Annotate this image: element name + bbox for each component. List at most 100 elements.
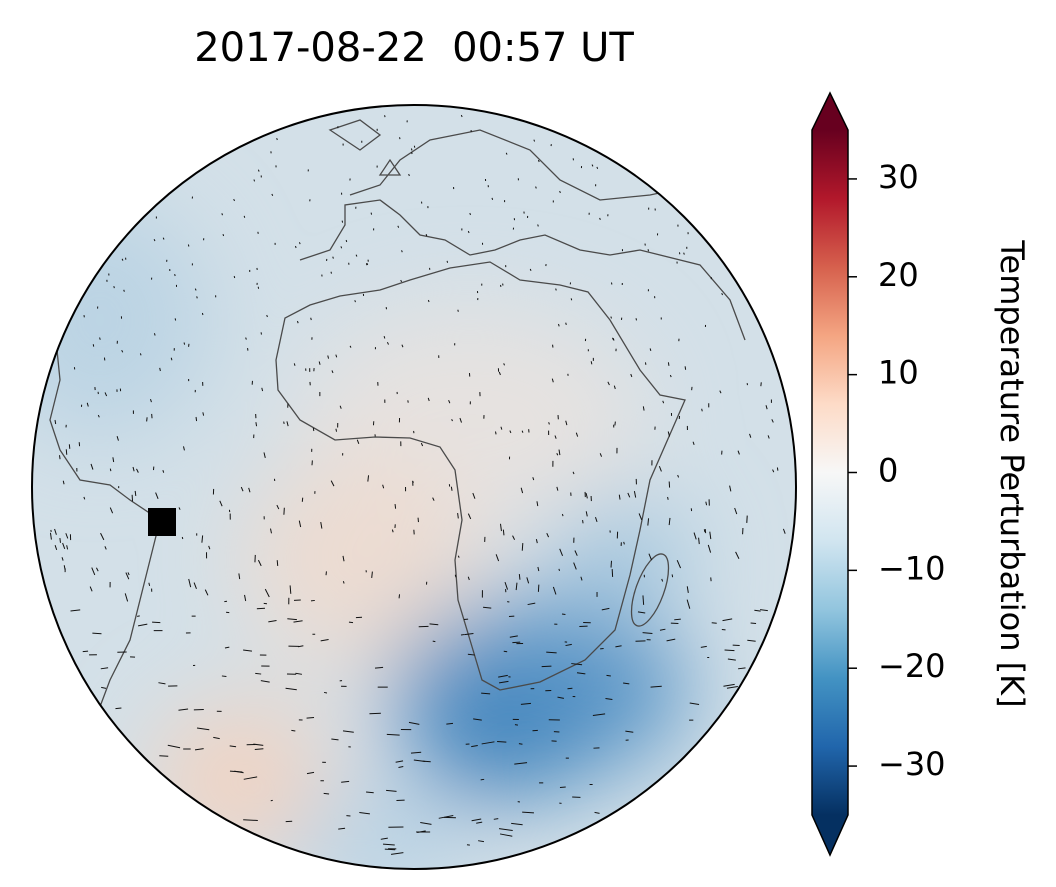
- wind-vector: [782, 528, 786, 534]
- wind-vector: [196, 727, 210, 731]
- wind-vector: [727, 658, 736, 661]
- wind-vector: [260, 680, 270, 683]
- wind-vector: [417, 830, 426, 834]
- wind-vector: [295, 245, 297, 249]
- colorbar-body: [812, 130, 848, 815]
- wind-vector: [457, 555, 460, 558]
- wind-vector: [174, 318, 177, 321]
- wind-vector: [330, 480, 335, 487]
- wind-vector: [283, 421, 285, 424]
- wind-vector: [178, 708, 189, 711]
- wind-vector: [90, 463, 94, 470]
- wind-vector: [467, 230, 470, 234]
- globe-outline: [31, 104, 797, 870]
- wind-vector: [383, 335, 386, 339]
- colorbar-extend-top: [812, 93, 848, 130]
- wind-vector: [238, 573, 241, 580]
- wind-vector: [667, 431, 671, 437]
- wind-vector: [481, 692, 491, 695]
- wind-vector: [537, 159, 540, 163]
- wind-vector: [495, 431, 497, 435]
- wind-vector: [637, 611, 646, 614]
- wind-vector: [332, 256, 334, 259]
- wind-vector: [662, 400, 665, 404]
- wind-vector: [306, 771, 315, 775]
- wind-vector: [371, 571, 373, 578]
- wind-vector: [573, 562, 577, 570]
- wind-vector: [318, 361, 321, 365]
- wind-vector: [719, 390, 722, 394]
- wind-vector: [754, 609, 761, 612]
- wind-vector: [62, 542, 66, 550]
- wind-vector: [669, 374, 672, 378]
- wind-vector: [432, 640, 436, 643]
- wind-vector: [451, 419, 453, 422]
- wind-vector: [606, 674, 611, 677]
- wind-vector: [335, 428, 338, 432]
- wind-vector: [760, 609, 768, 612]
- wind-vector: [703, 529, 706, 533]
- wind-vector: [572, 471, 575, 475]
- wind-vector: [612, 337, 615, 341]
- wind-vector: [469, 212, 471, 216]
- wind-vector: [233, 198, 235, 202]
- wind-vector: [116, 436, 119, 441]
- wind-vector: [518, 573, 521, 580]
- wind-vector: [104, 392, 108, 397]
- wind-vector: [532, 477, 535, 481]
- wind-vector: [285, 687, 297, 691]
- wind-vector: [255, 422, 258, 427]
- wind-vector: [276, 560, 279, 567]
- wind-vector: [574, 550, 578, 556]
- wind-vector: [721, 292, 724, 296]
- wind-vector: [183, 342, 186, 345]
- wind-vector: [234, 770, 244, 774]
- wind-vector: [546, 651, 557, 654]
- wind-vector: [491, 197, 494, 200]
- wind-vector: [100, 532, 105, 541]
- globe: [32, 105, 796, 869]
- wind-vector: [555, 288, 557, 291]
- wind-vector: [354, 300, 356, 303]
- wind-vector: [291, 729, 296, 732]
- wind-vector: [335, 354, 338, 358]
- wind-vector: [340, 246, 343, 249]
- colorbar-tick-label: −10: [878, 549, 946, 587]
- wind-vector: [599, 217, 601, 221]
- wind-vector: [331, 370, 334, 374]
- wind-vector: [208, 545, 211, 550]
- wind-vector: [576, 672, 586, 675]
- wind-vector: [457, 513, 459, 519]
- wind-vector: [125, 572, 130, 580]
- wind-vector: [648, 553, 653, 561]
- wind-vector: [570, 298, 573, 301]
- wind-vector: [735, 551, 740, 559]
- wind-vector: [692, 441, 695, 445]
- wind-vector: [565, 420, 568, 426]
- wind-vector: [181, 536, 184, 540]
- wind-vector: [521, 543, 524, 551]
- wind-vector: [467, 513, 472, 520]
- wind-vector: [194, 748, 204, 751]
- wind-vector: [536, 501, 539, 507]
- wind-vector: [724, 649, 735, 652]
- wind-vector: [594, 811, 600, 814]
- wind-vector: [460, 114, 463, 118]
- wind-vector: [115, 707, 122, 710]
- wind-vector: [295, 672, 303, 675]
- wind-vector: [771, 419, 774, 423]
- wind-vector: [298, 242, 301, 245]
- wind-vector: [323, 691, 328, 694]
- wind-vector: [537, 224, 539, 227]
- wind-vector: [618, 494, 621, 500]
- wind-vector: [201, 535, 204, 543]
- wind-vector: [255, 672, 262, 675]
- wind-vector: [638, 513, 643, 520]
- wind-vector: [61, 557, 64, 561]
- wind-vector: [529, 268, 532, 271]
- wind-vector: [667, 496, 669, 500]
- wind-vector: [497, 741, 507, 743]
- wind-vector: [623, 682, 630, 685]
- wind-vector: [503, 363, 505, 366]
- wind-vector: [400, 279, 403, 283]
